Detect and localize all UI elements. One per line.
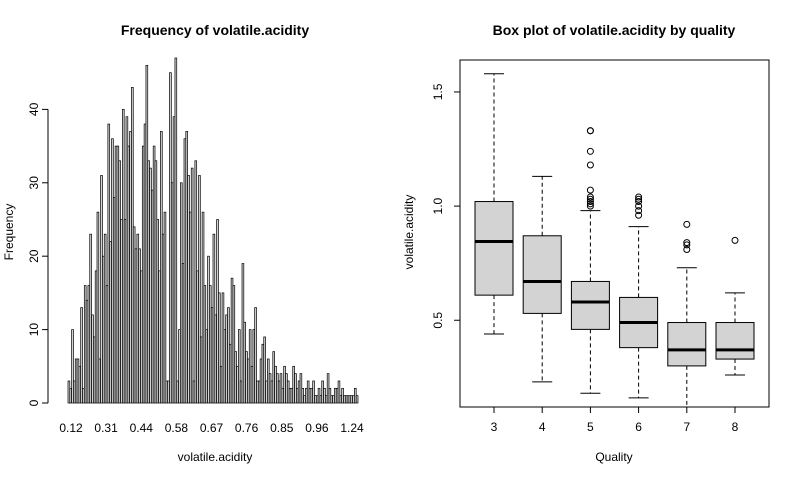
box-iqr	[570, 280, 610, 330]
hist-bar	[337, 380, 341, 404]
hist-x-tick-label: 0.58	[165, 421, 189, 435]
hist-bar	[80, 307, 83, 404]
box-x-tick-label: 8	[732, 420, 739, 434]
hist-x-tick-label: 0.85	[270, 421, 294, 435]
box-outlier	[683, 239, 691, 247]
box-y-axis-label: volatile.acidity	[402, 195, 416, 270]
box-outlier	[586, 202, 594, 210]
hist-y-tick-label: 0	[27, 399, 41, 406]
box-outlier	[586, 127, 594, 135]
box-x-axis-label: Quality	[595, 450, 632, 464]
box-outlier	[586, 193, 594, 201]
box-iqr	[522, 235, 562, 314]
hist-bar	[96, 211, 100, 404]
hist-bar	[198, 175, 201, 404]
box-x-tick-label: 5	[587, 420, 594, 434]
hist-bar	[263, 336, 266, 404]
hist-y-axis: 0 10 20 30 40	[27, 102, 49, 406]
box-outlier	[635, 198, 643, 206]
box-outlier	[586, 147, 594, 155]
hist-x-tick-label: 0.76	[235, 421, 259, 435]
box-y-tick-label: 1.5	[431, 83, 445, 100]
hist-x-tick-label: 0.31	[94, 421, 118, 435]
box-outlier	[635, 195, 643, 203]
box-iqr	[715, 322, 755, 360]
box-x-tick-label: 6	[635, 420, 642, 434]
box-outlier	[683, 220, 691, 228]
box-outlier	[635, 207, 643, 215]
hist-x-tick-label: 1.24	[340, 421, 364, 435]
hist-bar	[232, 285, 236, 404]
hist-bar	[312, 380, 315, 404]
hist-bar	[163, 211, 167, 404]
box-outlier	[586, 195, 594, 203]
hist-bar	[71, 329, 74, 404]
box-outlier	[586, 161, 594, 169]
box-x-tick-label: 7	[683, 420, 690, 434]
box-elements	[474, 73, 755, 408]
box-outlier	[731, 236, 739, 244]
hist-x-tick-label: 0.96	[305, 421, 329, 435]
box-outlier	[635, 202, 643, 210]
hist-title: Frequency of volatile.acidity	[121, 22, 309, 38]
box-outlier	[635, 211, 643, 219]
histogram-panel: Frequency of volatile.acidity volatile.a…	[2, 22, 364, 464]
box-iqr	[474, 201, 514, 296]
box-outlier	[683, 245, 691, 253]
box-iqr	[667, 322, 707, 367]
hist-y-axis-label: Frequency	[2, 204, 16, 261]
box-y-axis: 0.5 1.0 1.5	[431, 83, 461, 329]
box-x-axis: 3 4 5 6 7 8	[491, 407, 739, 434]
hist-bar	[355, 395, 359, 404]
hist-bar	[174, 57, 178, 404]
hist-x-tick-label: 0.12	[59, 421, 83, 435]
hist-y-tick-label: 40	[27, 102, 41, 116]
hist-bar	[238, 329, 241, 404]
hist-bars	[67, 57, 359, 404]
box-outlier	[635, 193, 643, 201]
hist-bar	[218, 292, 221, 404]
hist-x-tick-labels: 0.12 0.31 0.44 0.58 0.67 0.76 0.85 0.96 1.24	[59, 421, 364, 435]
box-y-tick-label: 1.0	[431, 197, 445, 214]
hist-y-tick-label: 30	[27, 176, 41, 190]
hist-y-tick-label: 20	[27, 249, 41, 263]
box-outlier	[586, 186, 594, 194]
box-x-tick-label: 3	[491, 420, 498, 434]
box-y-tick-label: 0.5	[431, 312, 445, 329]
hist-bar	[190, 167, 194, 404]
hist-bar	[254, 307, 257, 404]
box-outlier	[683, 241, 691, 249]
hist-x-tick-label: 0.67	[200, 421, 224, 435]
box-outlier	[586, 200, 594, 208]
boxplot-panel: Box plot of volatile.acidity by quality …	[402, 22, 770, 464]
hist-x-tick-label: 0.44	[130, 421, 154, 435]
box-x-tick-label: 4	[539, 420, 546, 434]
hist-y-tick-label: 10	[27, 323, 41, 337]
box-outlier	[586, 198, 594, 206]
box-title: Box plot of volatile.acidity by quality	[493, 22, 736, 38]
hist-x-axis-label: volatile.acidity	[178, 450, 253, 464]
